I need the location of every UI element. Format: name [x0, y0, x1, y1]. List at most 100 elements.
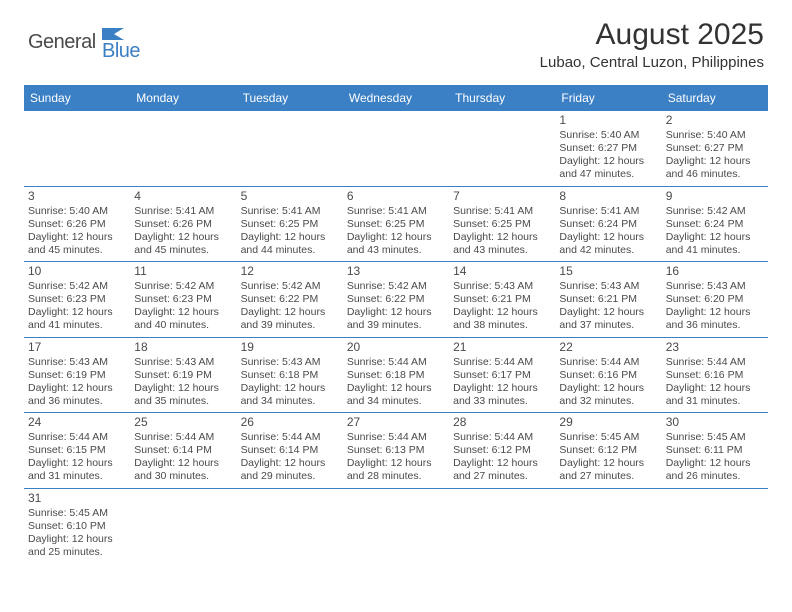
- calendar-day-cell: 24Sunrise: 5:44 AMSunset: 6:15 PMDayligh…: [24, 413, 130, 489]
- day-info-ss: Sunset: 6:27 PM: [666, 142, 764, 155]
- day-header: Tuesday: [237, 85, 343, 111]
- day-number: 6: [347, 189, 445, 204]
- day-info-ss: Sunset: 6:25 PM: [241, 218, 339, 231]
- calendar-day-cell: 10Sunrise: 5:42 AMSunset: 6:23 PMDayligh…: [24, 262, 130, 338]
- day-header: Friday: [555, 85, 661, 111]
- logo-flag-icon: [102, 26, 126, 40]
- calendar-week-row: 24Sunrise: 5:44 AMSunset: 6:15 PMDayligh…: [24, 413, 768, 489]
- day-info-d2: and 26 minutes.: [666, 470, 764, 483]
- day-info-ss: Sunset: 6:24 PM: [666, 218, 764, 231]
- day-number: 8: [559, 189, 657, 204]
- calendar-body: 1Sunrise: 5:40 AMSunset: 6:27 PMDaylight…: [24, 111, 768, 563]
- calendar-empty-cell: [449, 488, 555, 563]
- day-header: Thursday: [449, 85, 555, 111]
- day-info-sr: Sunrise: 5:44 AM: [559, 356, 657, 369]
- day-info-d1: Daylight: 12 hours: [28, 382, 126, 395]
- day-number: 24: [28, 415, 126, 430]
- day-info-ss: Sunset: 6:27 PM: [559, 142, 657, 155]
- day-info-d1: Daylight: 12 hours: [666, 231, 764, 244]
- day-info-d1: Daylight: 12 hours: [453, 306, 551, 319]
- day-number: 28: [453, 415, 551, 430]
- calendar-day-cell: 6Sunrise: 5:41 AMSunset: 6:25 PMDaylight…: [343, 186, 449, 262]
- day-info-d1: Daylight: 12 hours: [453, 382, 551, 395]
- day-info-d1: Daylight: 12 hours: [347, 306, 445, 319]
- day-info-d1: Daylight: 12 hours: [559, 457, 657, 470]
- day-info-d2: and 31 minutes.: [28, 470, 126, 483]
- calendar-day-cell: 26Sunrise: 5:44 AMSunset: 6:14 PMDayligh…: [237, 413, 343, 489]
- day-info-d1: Daylight: 12 hours: [666, 306, 764, 319]
- day-number: 29: [559, 415, 657, 430]
- day-info-d2: and 36 minutes.: [28, 395, 126, 408]
- day-info-sr: Sunrise: 5:43 AM: [666, 280, 764, 293]
- day-number: 25: [134, 415, 232, 430]
- header: General Blue August 2025 Lubao, Central …: [0, 0, 792, 79]
- day-info-sr: Sunrise: 5:40 AM: [666, 129, 764, 142]
- day-info-d2: and 42 minutes.: [559, 244, 657, 257]
- day-number: 16: [666, 264, 764, 279]
- day-info-sr: Sunrise: 5:45 AM: [28, 507, 126, 520]
- day-info-d1: Daylight: 12 hours: [559, 306, 657, 319]
- day-info-sr: Sunrise: 5:41 AM: [241, 205, 339, 218]
- calendar-day-cell: 4Sunrise: 5:41 AMSunset: 6:26 PMDaylight…: [130, 186, 236, 262]
- day-info-d2: and 27 minutes.: [453, 470, 551, 483]
- day-info-d2: and 34 minutes.: [347, 395, 445, 408]
- day-info-ss: Sunset: 6:13 PM: [347, 444, 445, 457]
- day-header: Monday: [130, 85, 236, 111]
- day-number: 19: [241, 340, 339, 355]
- day-number: 4: [134, 189, 232, 204]
- day-info-ss: Sunset: 6:14 PM: [134, 444, 232, 457]
- day-info-d1: Daylight: 12 hours: [28, 306, 126, 319]
- calendar-day-cell: 30Sunrise: 5:45 AMSunset: 6:11 PMDayligh…: [662, 413, 768, 489]
- day-header: Sunday: [24, 85, 130, 111]
- day-number: 14: [453, 264, 551, 279]
- day-info-sr: Sunrise: 5:44 AM: [241, 431, 339, 444]
- day-info-ss: Sunset: 6:16 PM: [666, 369, 764, 382]
- day-info-ss: Sunset: 6:26 PM: [134, 218, 232, 231]
- day-info-d1: Daylight: 12 hours: [241, 231, 339, 244]
- day-number: 18: [134, 340, 232, 355]
- day-info-d2: and 45 minutes.: [134, 244, 232, 257]
- calendar-day-cell: 20Sunrise: 5:44 AMSunset: 6:18 PMDayligh…: [343, 337, 449, 413]
- day-info-sr: Sunrise: 5:41 AM: [559, 205, 657, 218]
- calendar-day-cell: 25Sunrise: 5:44 AMSunset: 6:14 PMDayligh…: [130, 413, 236, 489]
- day-info-d2: and 35 minutes.: [134, 395, 232, 408]
- calendar-empty-cell: [449, 111, 555, 186]
- day-number: 9: [666, 189, 764, 204]
- day-info-d1: Daylight: 12 hours: [666, 457, 764, 470]
- day-number: 3: [28, 189, 126, 204]
- day-info-d2: and 43 minutes.: [453, 244, 551, 257]
- day-info-d2: and 37 minutes.: [559, 319, 657, 332]
- day-info-d1: Daylight: 12 hours: [453, 231, 551, 244]
- day-info-d2: and 30 minutes.: [134, 470, 232, 483]
- calendar-day-cell: 13Sunrise: 5:42 AMSunset: 6:22 PMDayligh…: [343, 262, 449, 338]
- logo: General Blue: [28, 22, 158, 62]
- day-number: 27: [347, 415, 445, 430]
- day-info-d1: Daylight: 12 hours: [28, 533, 126, 546]
- calendar-day-cell: 28Sunrise: 5:44 AMSunset: 6:12 PMDayligh…: [449, 413, 555, 489]
- calendar-day-cell: 31Sunrise: 5:45 AMSunset: 6:10 PMDayligh…: [24, 488, 130, 563]
- day-number: 30: [666, 415, 764, 430]
- day-info-d2: and 45 minutes.: [28, 244, 126, 257]
- day-info-d2: and 43 minutes.: [347, 244, 445, 257]
- day-info-sr: Sunrise: 5:43 AM: [559, 280, 657, 293]
- day-info-ss: Sunset: 6:12 PM: [559, 444, 657, 457]
- calendar-day-cell: 8Sunrise: 5:41 AMSunset: 6:24 PMDaylight…: [555, 186, 661, 262]
- calendar-day-cell: 1Sunrise: 5:40 AMSunset: 6:27 PMDaylight…: [555, 111, 661, 186]
- day-info-ss: Sunset: 6:21 PM: [453, 293, 551, 306]
- day-number: 22: [559, 340, 657, 355]
- calendar-week-row: 31Sunrise: 5:45 AMSunset: 6:10 PMDayligh…: [24, 488, 768, 563]
- calendar-empty-cell: [237, 488, 343, 563]
- day-info-ss: Sunset: 6:25 PM: [453, 218, 551, 231]
- calendar-header-row: SundayMondayTuesdayWednesdayThursdayFrid…: [24, 85, 768, 111]
- calendar-day-cell: 16Sunrise: 5:43 AMSunset: 6:20 PMDayligh…: [662, 262, 768, 338]
- day-info-d1: Daylight: 12 hours: [347, 457, 445, 470]
- day-info-sr: Sunrise: 5:42 AM: [134, 280, 232, 293]
- calendar-day-cell: 12Sunrise: 5:42 AMSunset: 6:22 PMDayligh…: [237, 262, 343, 338]
- day-info-d2: and 44 minutes.: [241, 244, 339, 257]
- calendar-empty-cell: [343, 111, 449, 186]
- calendar-day-cell: 21Sunrise: 5:44 AMSunset: 6:17 PMDayligh…: [449, 337, 555, 413]
- day-info-ss: Sunset: 6:23 PM: [134, 293, 232, 306]
- day-info-d2: and 31 minutes.: [666, 395, 764, 408]
- calendar-empty-cell: [555, 488, 661, 563]
- calendar-day-cell: 2Sunrise: 5:40 AMSunset: 6:27 PMDaylight…: [662, 111, 768, 186]
